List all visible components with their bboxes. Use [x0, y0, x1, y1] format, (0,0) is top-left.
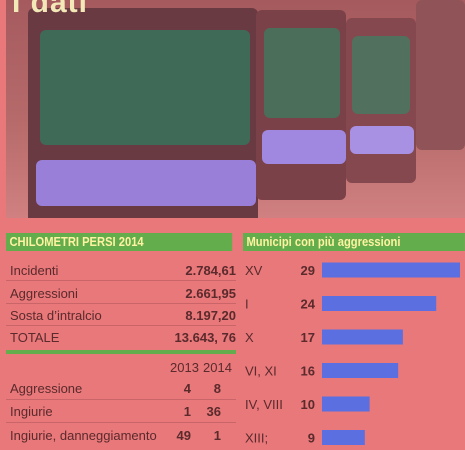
divider	[6, 303, 236, 304]
row-value: 13.643, 76	[174, 330, 236, 345]
bar	[322, 262, 460, 278]
incident-2014: 1	[213, 428, 221, 443]
incident-label: Ingiurie	[10, 404, 53, 419]
bar	[322, 296, 437, 311]
incident-2013: 1	[183, 404, 191, 419]
table-row: Aggressioni 2.661,95	[6, 285, 236, 302]
row-value: 2.784,61	[185, 263, 236, 278]
incident-2014: 8	[213, 381, 221, 396]
data-label: 9	[308, 431, 315, 446]
data-label: 24	[301, 297, 316, 312]
row-label: Aggressioni	[10, 286, 78, 301]
category-label: IV, VIII	[245, 397, 283, 412]
divider	[6, 422, 236, 423]
category-label: XV	[245, 263, 263, 278]
row-label: Incidenti	[10, 263, 59, 278]
row-value: 2.661,95	[185, 286, 236, 301]
bar	[322, 396, 370, 412]
divider	[6, 280, 236, 281]
bar	[322, 329, 403, 345]
incident-2013: 4	[183, 381, 191, 396]
year-header-2014: 2014	[203, 360, 232, 375]
km-table-title: CHILOMETRI PERSI 2014	[6, 233, 233, 251]
bar	[322, 363, 399, 378]
divider	[6, 399, 236, 400]
table-row: TOTALE 13.643, 76	[6, 329, 236, 346]
incident-label: Ingiurie, danneggiamento	[10, 428, 157, 443]
category-label: XIII;	[245, 431, 268, 446]
row-label: Sosta d’intralcio	[10, 308, 102, 323]
bus-photo: I dati	[6, 0, 465, 218]
bar	[322, 430, 365, 445]
data-label: 16	[301, 364, 315, 379]
category-label: VI, XI	[245, 364, 277, 379]
divider	[6, 325, 236, 326]
row-label: TOTALE	[10, 330, 60, 345]
bar-chart: XV 29 I 24 X 17 VI, XI 16 IV, VIII 10 XIII; 9	[245, 262, 460, 446]
row-value: 8.197,20	[185, 308, 236, 323]
incident-2013: 49	[176, 428, 191, 443]
photo-title: I dati	[12, 0, 89, 19]
table-row: Sosta d’intralcio 8.197,20	[6, 307, 236, 324]
data-label: 17	[301, 330, 315, 345]
chart-title: Municipi con più aggressioni	[243, 233, 465, 251]
section-divider	[6, 350, 236, 354]
category-label: X	[245, 330, 254, 345]
table-row: Incidenti 2.784,61	[6, 262, 236, 279]
category-label: I	[245, 297, 249, 312]
data-label: 10	[301, 397, 315, 412]
incident-label: Aggressione	[10, 381, 83, 396]
year-header-2013: 2013	[170, 360, 199, 375]
incident-2014: 36	[206, 404, 221, 419]
data-label: 29	[301, 263, 315, 278]
